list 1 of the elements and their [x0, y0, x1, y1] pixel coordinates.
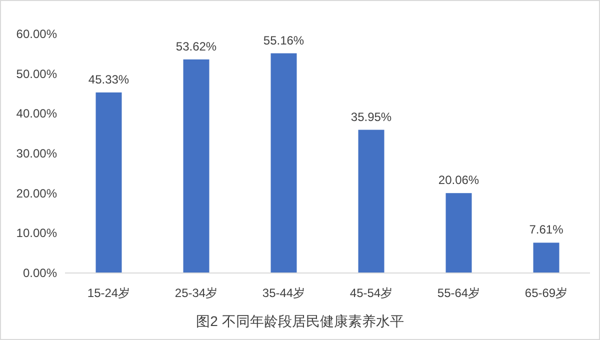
title: 图2 不同年龄段居民健康素养水平	[196, 313, 404, 329]
